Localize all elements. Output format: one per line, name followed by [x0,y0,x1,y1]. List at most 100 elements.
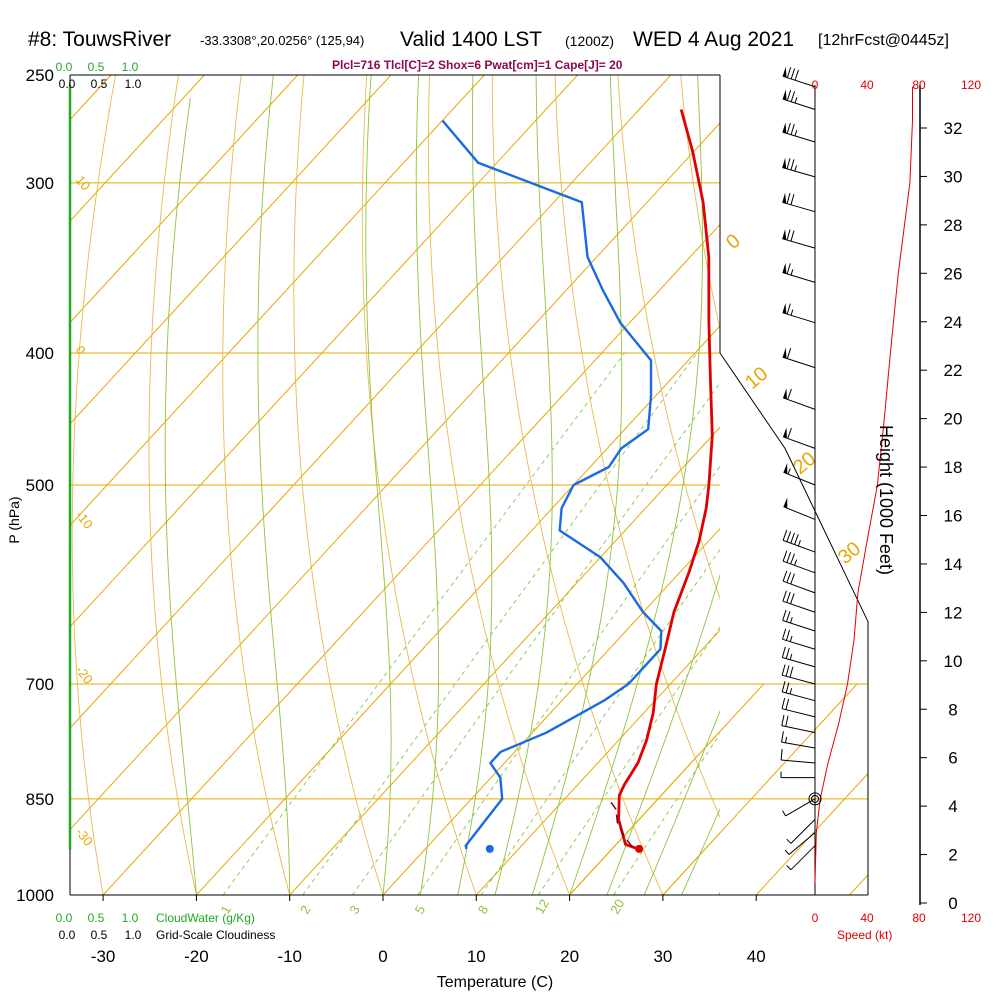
moist-adiabat-line [164,98,197,895]
cloud-scale-top-green: 0.0 [56,60,73,74]
series-temperature [617,109,714,851]
wind-barb-staff [782,131,816,143]
wind-barb-half-flag [790,269,794,276]
cloud-scale-bottom-green: 0.5 [88,911,105,925]
wind-barb [781,714,816,734]
isotherm-line [70,122,720,831]
isotherm-line [70,75,205,222]
dry-adiabat-line [491,75,664,895]
wind-barb-flag [786,303,791,315]
level-marker-inner [811,794,819,803]
mixing-ratio-label: 20 [607,896,627,916]
height-tick-label: 18 [944,458,963,477]
wind-barb-half-flag [782,810,786,817]
dry-adiabat-line [361,75,477,895]
wind-barb-flag [786,192,791,204]
mixing-ratio-label: 12 [532,896,552,916]
wind-barb-pennant [782,192,787,204]
isotherm-line [70,75,392,425]
wind-barb-pennant [782,303,787,314]
wind-barb-flag [794,534,799,545]
grid-layer [70,74,1000,896]
wind-barb-half-flag [789,688,793,695]
wind-barb-flag [790,91,796,102]
wind-barb-half-flag [789,635,793,642]
wind-barb-flag [789,666,794,678]
station-title: #8: TouwsRiver [28,28,172,51]
wind-barb-staff [782,98,816,110]
wind-barb [782,157,816,178]
wind-barb-half-flag [787,468,791,475]
wind-barb-flag [786,229,791,241]
wind-barb [782,303,816,324]
cloud-water-label: CloudWater (g/Kg) [156,911,255,925]
wind-barb-pennant [782,157,787,169]
wind-barb [782,192,816,213]
wind-barb-staff [785,798,816,817]
surface-temperature-marker [635,844,644,853]
wind-barb-pennant [783,427,787,439]
mixing-ratio-label: 8 [475,903,492,917]
isotherm-line [850,75,1000,895]
wind-barb-flag [781,681,786,693]
axes-layer [68,74,927,905]
wind-barb [782,388,816,410]
height-tick-label: 32 [944,119,963,138]
x-tick-label: 10 [467,947,486,966]
wind-barb-staff [782,312,816,324]
wind-barb-pennant [783,497,788,509]
isotherm-line [849,874,868,895]
x-axis-label: Temperature (C) [437,974,553,991]
x-tick-label: -10 [277,947,302,966]
isotherm-line [569,683,765,895]
mixing-ratio-line [352,382,720,895]
dry-adiabat-line [617,75,720,600]
wind-barb-flag [781,731,784,743]
moist-adiabat-line [257,75,291,895]
wind-barb [782,550,816,574]
wind-barb-flag [782,550,788,562]
wind-barb-staff [781,708,816,718]
speed-axis-label: Speed (kt) [837,928,892,942]
height-tick-label: 20 [944,410,963,429]
x-tick-label: 0 [378,947,387,966]
tropopause-line [719,352,869,895]
wind-barb-half-flag [797,540,801,547]
wind-barb-flag [790,553,795,565]
moist-adiabat-line [365,75,392,895]
wind-barb-flag [790,68,796,80]
wind-barb [780,749,816,764]
wind-barb-pennant [783,388,787,400]
wind-barb-flag [786,572,792,583]
wind-barb [780,771,816,779]
wind-barb-staff [782,356,816,369]
moist-adiabat-line [531,75,623,895]
dry-adiabat-line [427,75,571,895]
wind-barb-flag [787,388,792,400]
speed-tick-top: 40 [860,78,874,92]
height-tick-label: 24 [944,313,963,332]
wind-barb-flag [786,531,792,542]
wind-barb [782,798,816,817]
isotherm-line [70,75,578,628]
isotherm-line [70,75,299,324]
isotherm-label: -10 [73,508,96,532]
wind-barb [782,628,816,650]
y-axis-label: P (hPa) [6,496,22,543]
surface-dewpoint-marker [485,844,494,853]
wind-barb-half-flag [794,130,798,137]
isotherm-line [289,426,720,895]
wind-barb-half-flag [786,838,792,844]
wind-barb-flag [790,532,795,544]
valid-date: WED 4 Aug 2021 [633,28,795,51]
wind-barb-staff [782,75,816,88]
dry-adiabat-line [932,75,1000,895]
speed-tick-top: 120 [961,78,981,92]
y-tick-label: 1000 [16,886,54,905]
wind-barb-pennant [782,347,787,359]
wind-barb-flag [781,664,786,676]
valid-time: Valid 1400 LST [400,28,543,51]
x-tick-label: -30 [91,947,116,966]
wind-barb-half-flag [789,617,793,624]
wind-barb [781,681,816,702]
